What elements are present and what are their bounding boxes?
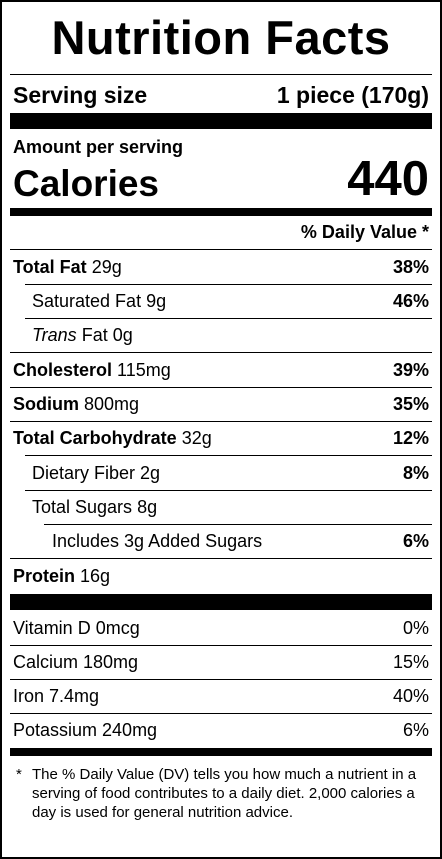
medium-divider	[10, 208, 432, 216]
vitamin-name: Potassium 240mg	[13, 720, 158, 740]
divider	[25, 455, 432, 456]
serving-size-label: Serving size	[13, 81, 148, 108]
nutrient-name: Cholesterol	[13, 359, 113, 380]
nutrient-name: Dietary Fiber	[32, 462, 136, 483]
vitamin-row-calcium: Calcium 180mg 15%	[10, 646, 432, 679]
divider	[25, 284, 432, 285]
medium-divider	[10, 748, 432, 756]
footnote-text: The % Daily Value (DV) tells you how muc…	[32, 766, 417, 821]
nutrient-dv: 6%	[402, 531, 429, 551]
nutrient-dv: 12%	[392, 428, 429, 448]
nutrient-row-saturated-fat: Saturated Fat 9g 46%	[10, 285, 432, 318]
thick-divider	[10, 594, 432, 610]
daily-value-header: % Daily Value *	[300, 222, 429, 242]
divider	[10, 421, 432, 422]
nutrient-dv: 38%	[392, 256, 429, 277]
nutrient-amount: 800mg	[84, 394, 140, 414]
vitamin-dv: 15%	[392, 652, 429, 672]
divider	[44, 524, 432, 525]
divider	[10, 558, 432, 559]
nutrient-row-total-fat: Total Fat 29g 38%	[10, 250, 432, 284]
serving-size-value: 1 piece (170g)	[276, 81, 429, 108]
nutrient-row-total-sugars: Total Sugars 8g	[10, 491, 432, 524]
thick-divider	[10, 113, 432, 129]
divider	[10, 679, 432, 680]
divider	[10, 74, 432, 75]
nutrient-amount: 16g	[80, 565, 111, 586]
footnote: * The % Daily Value (DV) tells you how m…	[16, 765, 418, 822]
vitamin-name: Vitamin D 0mcg	[13, 617, 140, 638]
nutrient-dv: 8%	[402, 462, 429, 483]
vitamin-row-iron: Iron 7.4mg 40%	[10, 680, 432, 713]
nutrient-amount: 0g	[112, 325, 133, 345]
nutrient-name: Sodium	[13, 394, 79, 414]
nutrient-name: Saturated Fat	[32, 291, 142, 311]
nutrient-row-total-carbohydrate: Total Carbohydrate 32g 12%	[10, 422, 432, 455]
nutrient-name: Total Fat	[13, 256, 87, 277]
vitamin-row-potassium: Potassium 240mg 6%	[10, 714, 432, 747]
vitamin-name: Calcium 180mg	[13, 652, 139, 672]
nutrient-row-sodium: Sodium 800mg 35%	[10, 388, 432, 421]
nutrient-dv: 35%	[392, 394, 429, 414]
footnote-asterisk: *	[16, 766, 22, 783]
amount-per-serving: Amount per serving	[13, 137, 184, 157]
nutrient-name: Fat	[81, 325, 108, 345]
nutrient-name: Includes 3g Added Sugars	[52, 531, 263, 551]
divider	[25, 318, 432, 319]
vitamin-row-vitamin-d: Vitamin D 0mcg 0%	[10, 611, 432, 645]
nutrient-amount: 32g	[181, 428, 212, 448]
vitamin-dv: 6%	[402, 720, 429, 740]
nutrient-amount: 8g	[137, 497, 158, 517]
nutrient-dv: 46%	[392, 291, 429, 311]
nutrient-name: Total Carbohydrate	[13, 428, 177, 448]
nutrient-name: Protein	[13, 565, 76, 586]
nutrient-amount: 29g	[91, 256, 122, 277]
nutrient-row-added-sugars: Includes 3g Added Sugars 6%	[10, 525, 432, 558]
nutrient-row-trans-fat: Trans Fat 0g	[10, 319, 432, 352]
nutrient-amount: 115mg	[117, 359, 171, 380]
calories-value: 440	[347, 152, 429, 206]
vitamin-name: Iron 7.4mg	[13, 686, 100, 706]
divider	[25, 490, 432, 491]
nutrient-row-cholesterol: Cholesterol 115mg 39%	[10, 353, 432, 387]
vitamin-dv: 0%	[402, 617, 429, 638]
nutrient-row-protein: Protein 16g	[10, 559, 432, 593]
nutrient-amount: 2g	[140, 462, 161, 483]
nutrient-dv: 39%	[392, 359, 429, 380]
divider	[10, 645, 432, 646]
serving-size-row: Serving size 1 piece (170g)	[10, 81, 432, 109]
divider	[10, 249, 432, 250]
divider	[10, 352, 432, 353]
vitamin-dv: 40%	[392, 686, 429, 706]
calories-label: Calories	[13, 163, 160, 204]
nutrient-row-dietary-fiber: Dietary Fiber 2g 8%	[10, 456, 432, 490]
nutrient-amount: 9g	[146, 291, 167, 311]
divider	[10, 713, 432, 714]
nutrient-name: Total Sugars	[32, 497, 133, 517]
divider	[10, 387, 432, 388]
label-title: Nutrition Facts	[51, 11, 391, 64]
nutrient-name-italic: Trans	[32, 325, 77, 345]
